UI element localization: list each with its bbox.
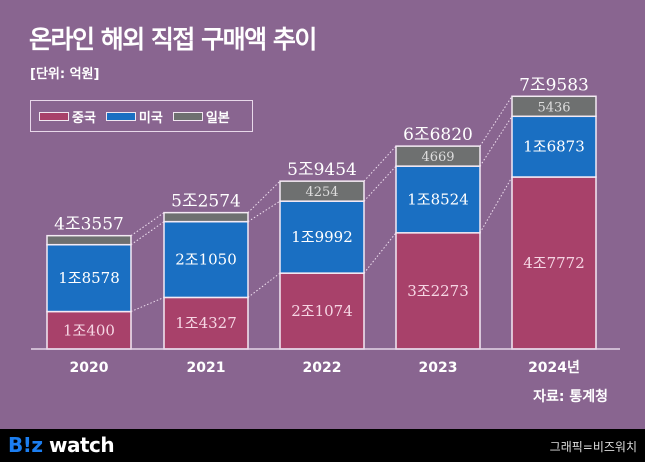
bar-value-label: 1조4327 [175,314,237,332]
total-label: 5조9454 [287,160,357,180]
total-label: 5조2574 [171,192,241,212]
bar-segment [511,95,597,118]
total-label: 4조3557 [54,215,124,235]
bar-value-label: 1조8524 [407,190,469,208]
bar-segment [46,243,132,313]
x-tick-label: 2024년 [528,360,580,376]
legend-label: 일본 [205,110,230,126]
total-label: 6조6820 [403,125,473,145]
footer: B!z watch 그래픽=비즈워치 [0,429,645,462]
legend-swatch [105,111,136,121]
legend-label: 중국 [72,110,96,126]
bar-segment [395,165,481,234]
connector-line [479,176,513,234]
bar-value-label: 4669 [421,150,454,165]
connector-line [363,232,397,274]
connector-line [247,180,281,213]
bar-value-label: 2조1050 [175,251,237,269]
legend-item-usa: 미국 [105,107,163,126]
bar-value-label: 1조6873 [523,138,585,156]
bar-value-label: 1조8578 [58,269,120,287]
bar-segment [395,145,481,167]
connector-line [247,272,281,298]
bar-value-label: 2조1074 [291,302,353,320]
source-note: 자료: 통계청 [533,389,608,405]
bar-segment [279,272,365,350]
connector-line [130,221,165,246]
legend-swatch [172,111,203,121]
bar-value-label: 1조9992 [291,228,353,246]
x-tick-label: 2022 [303,360,342,376]
bar-value-label: 4조7772 [523,254,585,272]
bar-value-label: 5436 [537,100,570,115]
chart-title: 온라인 해외 직접 구매액 추이 [29,25,317,54]
legend: 중국 미국 일본 [30,100,253,132]
bar-segment [279,180,365,202]
bar-segment [163,211,249,223]
chart-plot: 1조400 1조8578 4조3557 2020 1조4327 2조1050 5조2574 2… [31,75,620,376]
bar-segment [511,176,597,350]
x-tick-label: 2023 [419,360,458,376]
connector-line [479,96,513,147]
connector-line [130,212,165,237]
legend-item-japan: 일본 [172,107,230,126]
bar-value-label: 3조2273 [407,282,469,300]
bizwatch-logo: B!z watch [8,433,115,457]
legend-label: 미국 [138,110,163,126]
connector-line [363,165,397,202]
graphic-credit: 그래픽=비즈워치 [549,440,637,454]
x-tick-label: 2021 [187,360,226,376]
legend-item-china: 중국 [39,107,96,126]
bar-segment [279,200,365,274]
bar-segment [395,232,481,350]
x-tick-label: 2020 [70,360,109,376]
connector-line [130,296,165,313]
connector-line [479,116,513,167]
unit-label: [단위: 억원] [30,67,100,82]
bar-value-label: 1조400 [63,321,115,339]
connector-line [247,200,281,223]
bar-segment [163,220,249,299]
total-label: 7조9583 [519,75,589,95]
bar-segment [46,234,132,246]
bar-value-label: 4254 [305,185,338,200]
legend-swatch [39,111,69,121]
connector-line [363,145,397,182]
